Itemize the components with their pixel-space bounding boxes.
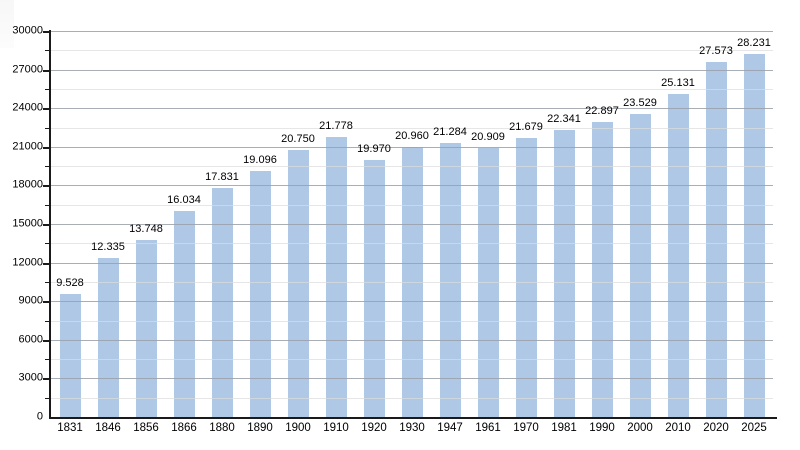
- y-axis-tick: [43, 70, 49, 72]
- y-axis-label: 21000: [12, 140, 43, 153]
- bar-value-label: 28.231: [737, 37, 771, 49]
- y-axis-tick: [43, 147, 49, 149]
- x-axis-label: 1880: [209, 422, 235, 434]
- y-axis-label: 6000: [18, 333, 43, 346]
- y-axis-label: 12000: [12, 256, 43, 269]
- x-axis-label: 1920: [361, 422, 387, 434]
- x-axis-label: 1846: [95, 422, 121, 434]
- bar-2025: [744, 54, 765, 417]
- bar-1981: [554, 130, 575, 417]
- y-axis-tick: [45, 166, 49, 167]
- y-axis-tick: [45, 282, 49, 283]
- x-axis-label: 2000: [627, 422, 653, 434]
- bar-1856: [136, 240, 157, 417]
- x-axis-label: 2020: [703, 422, 729, 434]
- x-axis-label: 1890: [247, 422, 273, 434]
- x-axis-label: 1900: [285, 422, 311, 434]
- bar-value-label: 22.897: [585, 105, 619, 117]
- bar-value-label: 21.778: [319, 120, 353, 132]
- bar-value-label: 21.679: [509, 121, 543, 133]
- y-axis-tick: [43, 31, 49, 33]
- bar-1846: [98, 258, 119, 417]
- x-axis-label: 1856: [133, 422, 159, 434]
- x-axis-label: 1970: [513, 422, 539, 434]
- bar-value-label: 20.960: [395, 130, 429, 142]
- y-axis-tick: [43, 340, 49, 342]
- x-axis-label: 1910: [323, 422, 349, 434]
- bar-value-label: 20.909: [471, 131, 505, 143]
- y-axis-tick: [45, 359, 49, 360]
- y-axis-tick: [43, 378, 49, 380]
- bar-value-label: 9.528: [56, 277, 84, 289]
- y-axis-tick: [45, 50, 49, 51]
- y-axis-label: 30000: [12, 24, 43, 37]
- x-axis-label: 1930: [399, 422, 425, 434]
- bar-1947: [440, 143, 461, 417]
- bar-1970: [516, 138, 537, 417]
- y-axis-label: 15000: [12, 217, 43, 230]
- bar-1890: [250, 171, 271, 417]
- y-axis-tick: [45, 205, 49, 206]
- bar-2010: [668, 94, 689, 417]
- y-axis-tick: [43, 108, 49, 110]
- y-axis-tick: [45, 398, 49, 399]
- bar-value-label: 17.831: [205, 171, 239, 183]
- bar-value-label: 20.750: [281, 133, 315, 145]
- bar-value-label: 22.341: [547, 113, 581, 125]
- x-axis-label: 1961: [475, 422, 501, 434]
- y-axis-tick: [43, 263, 49, 265]
- x-axis-label: 1981: [551, 422, 577, 434]
- y-axis-tick: [45, 321, 49, 322]
- x-axis-label: 1866: [171, 422, 197, 434]
- bar-1831: [60, 294, 81, 417]
- y-axis-label: 9000: [18, 294, 43, 307]
- x-axis-line: [49, 417, 777, 419]
- y-axis-tick: [45, 128, 49, 129]
- x-axis-label: 1947: [437, 422, 463, 434]
- bar-1910: [326, 137, 347, 417]
- x-axis-label: 1990: [589, 422, 615, 434]
- bar-value-label: 13.748: [129, 223, 163, 235]
- bar-1866: [174, 211, 195, 417]
- bar-value-label: 16.034: [167, 194, 201, 206]
- y-axis-label: 18000: [12, 178, 43, 191]
- bar-value-label: 19.096: [243, 154, 277, 166]
- bar-value-label: 27.573: [699, 45, 733, 57]
- bar-value-label: 23.529: [623, 97, 657, 109]
- y-axis-label: 24000: [12, 101, 43, 114]
- y-axis-tick: [45, 243, 49, 244]
- bar-value-label: 12.335: [91, 241, 125, 253]
- y-axis-label: 0: [36, 410, 43, 423]
- y-axis-tick: [43, 301, 49, 303]
- y-axis-label: 3000: [18, 371, 43, 384]
- bar-1900: [288, 150, 309, 417]
- y-axis-label: 27000: [12, 63, 43, 76]
- bars-layer: [51, 31, 773, 417]
- y-axis-tick: [43, 224, 49, 226]
- scroll-artifact: [0, 0, 14, 48]
- y-axis-tick: [45, 89, 49, 90]
- y-axis-line: [49, 30, 51, 419]
- x-axis-label: 2025: [741, 422, 767, 434]
- x-axis-label: 2010: [665, 422, 691, 434]
- y-axis-tick: [43, 185, 49, 187]
- bar-value-label: 19.970: [357, 143, 391, 155]
- bar-value-label: 25.131: [661, 77, 695, 89]
- x-axis-label: 1831: [57, 422, 83, 434]
- bar-1990: [592, 122, 613, 417]
- bar-value-label: 21.284: [433, 126, 467, 138]
- plot-area: 9.528 12.335 13.748 16.034 17.831 19.096 20.75…: [51, 31, 773, 417]
- value-labels-layer: 9.528 12.335 13.748 16.034 17.831 19.096 20.75…: [51, 31, 773, 417]
- bar-2000: [630, 114, 651, 417]
- bar-2020: [706, 62, 727, 417]
